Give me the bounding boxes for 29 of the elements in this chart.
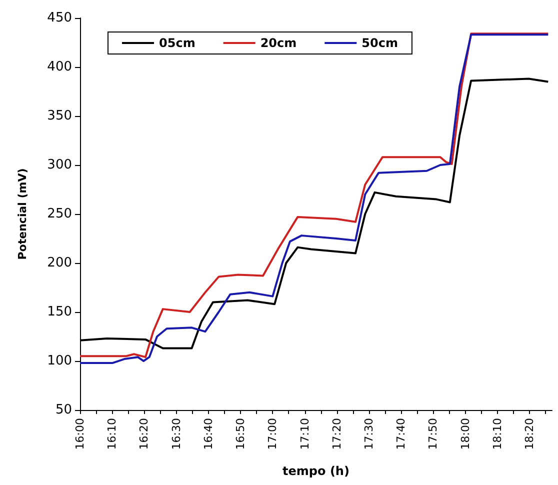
- x-tick-label: 17:10: [298, 418, 312, 450]
- x-tick-label: 16:20: [138, 418, 151, 450]
- legend-label: 20cm: [260, 36, 297, 50]
- legend-label: 05cm: [159, 36, 196, 50]
- x-tick-label: 18:00: [458, 418, 472, 450]
- x-tick-label: 17:40: [394, 418, 408, 450]
- y-tick-label: 300: [47, 158, 72, 172]
- y-tick-label: 50: [55, 402, 72, 418]
- y-tick-label: 100: [47, 354, 72, 368]
- x-tick-label: 18:10: [490, 418, 504, 450]
- x-tick-label: 16:30: [170, 418, 183, 450]
- legend-label: 50cm: [362, 36, 398, 50]
- x-tick-label: 18:20: [523, 418, 536, 450]
- x-tick-label: 17:00: [266, 418, 280, 450]
- y-tick-label: 350: [47, 108, 72, 124]
- y-tick-label: 400: [47, 60, 72, 74]
- x-tick-label: 17:50: [426, 418, 440, 450]
- x-tick-label: 16:00: [74, 418, 86, 450]
- y-tick-label: 450: [47, 10, 72, 26]
- y-tick-label: 150: [47, 304, 72, 320]
- y-axis-title: Potencial (mV): [16, 168, 29, 260]
- y-tick-label: 250: [47, 206, 72, 222]
- x-tick-label: 17:30: [362, 418, 376, 450]
- x-tick-label: 17:20: [330, 418, 344, 450]
- x-tick-label: 16:40: [202, 418, 215, 450]
- x-tick-label: 16:10: [106, 418, 119, 450]
- y-tick-label: 200: [47, 256, 72, 270]
- x-axis-title: tempo (h): [282, 464, 350, 478]
- x-tick-label: 16:50: [234, 418, 248, 450]
